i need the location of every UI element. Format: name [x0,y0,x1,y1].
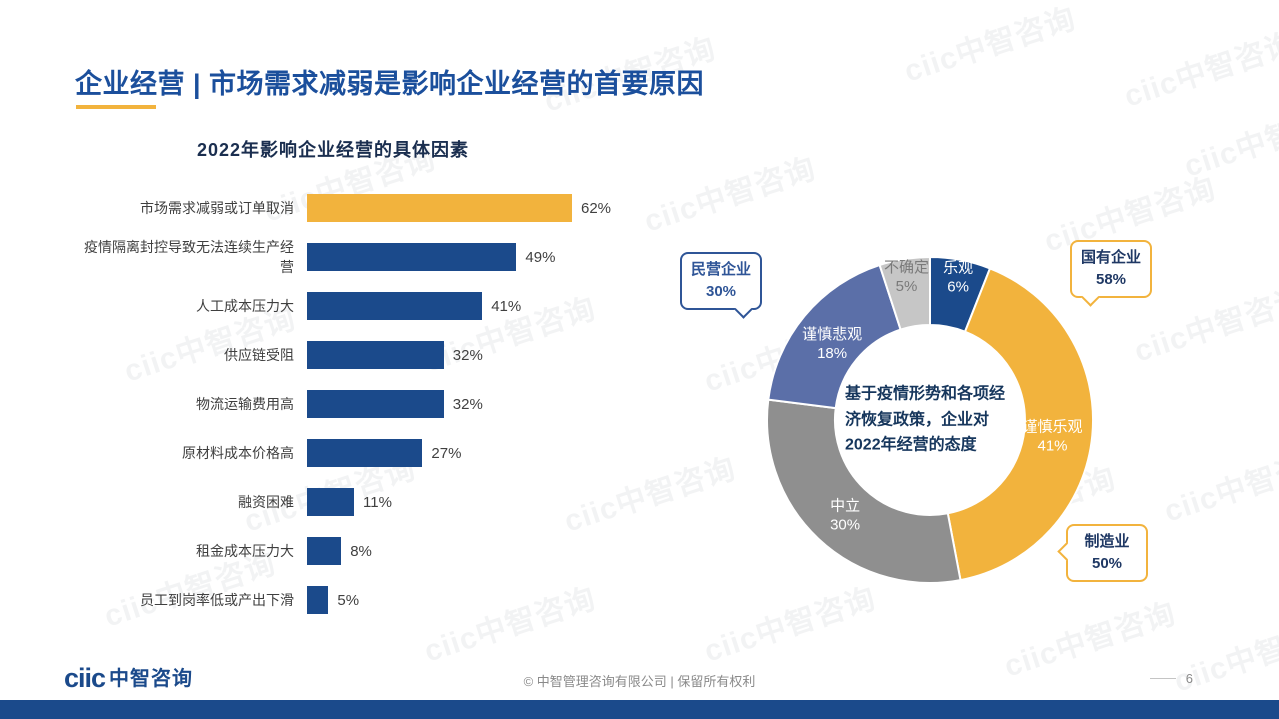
bar-row: 租金成本压力大 8% [75,537,665,565]
callout-value: 30% [705,282,737,300]
callout-value: 58% [1095,270,1127,288]
callout-value: 50% [1091,554,1123,572]
bar-value-label: 5% [337,591,360,609]
bar [307,292,483,320]
footer-divider [1149,678,1176,679]
bar-row: 疫情隔离封控导致无法连续生产经营 49% [75,239,665,275]
donut-center-circle [836,326,1024,514]
logo-mark: ciic [64,663,106,693]
watermark-text: ciic中智咨询 [1120,27,1279,114]
donut-slice-label-3: 谨慎悲观 18% [802,325,862,362]
donut-slice-label-2: 中立 30% [830,497,860,533]
bar-value-label: 49% [525,248,556,266]
bar [307,586,329,614]
bar-value-label: 62% [581,199,612,217]
callout-label: 民营企业 [691,261,752,278]
bar [307,243,517,271]
bar-category-label: 供应链受阻 [224,347,294,363]
slide-title: 企业经营 | 市场需求减弱是影响企业经营的首要原因 [75,69,705,99]
callout-tail [734,300,753,319]
bar-category-label: 原材料成本价格高 [182,445,294,461]
bar-row: 物流运输费用高 32% [75,390,665,418]
callout-private-enterprise: 民营企业 30% [680,252,763,319]
bar-chart-title: 2022年影响企业经营的具体因素 [197,140,470,160]
donut-slice-label-1: 谨慎乐观 41% [1022,418,1082,455]
bar-value-label: 27% [431,444,462,462]
copyright: © 中智管理咨询有限公司 | 保留所有权利 [523,674,756,689]
donut-slice-1 [946,267,1094,582]
bar-value-label: 11% [363,493,392,511]
bar-row: 市场需求减弱或订单取消 62% [75,194,665,222]
watermark-text: ciic中智咨询 [1160,442,1279,529]
watermark-text: ciic中智咨询 [1180,97,1279,184]
ciic-logo: ciic 中智咨询 [64,662,193,694]
bar-chart-rows: 市场需求减弱或订单取消 62% 疫情隔离封控导致无法连续生产经营 49% 人工成本压力大… [75,194,665,614]
bar-row: 原材料成本价格高 27% [75,439,665,467]
bar-value-label: 32% [452,395,483,413]
donut-center-text: 基于疫情形势和各项经济恢复政策，企业对2022年经营的态度 [845,385,1006,454]
bar-value-label: 41% [491,297,522,315]
bar-category-label: 租金成本压力大 [196,543,294,559]
bar-row: 融资困难 11% [75,488,665,516]
bar [307,537,342,565]
donut-chart: 乐观 6% 谨慎乐观 41% 中立 30% 谨慎悲观 18% 不确定 5% 基于疫情形势和各项经济… [755,245,1105,595]
donut-svg: 乐观 6% 谨慎乐观 41% 中立 30% 谨慎悲观 18% 不确定 5% [766,255,1094,584]
bar [307,488,354,516]
bar-category-label: 市场需求减弱或订单取消 [140,200,294,216]
logo-text: 中智咨询 [109,668,194,690]
bottom-bar [0,700,1279,719]
bar-row: 员工到岗率低或产出下滑 5% [75,586,665,614]
bar-category-label: 融资困难 [238,494,294,510]
bar-category-label: 疫情隔离封控导致无法连续生产经营 [84,239,294,275]
callout-label: 制造业 [1084,533,1130,550]
watermark-text: ciic中智咨询 [900,2,1080,89]
title-underline [76,105,156,109]
bar [307,439,423,467]
page-number-area: 6 [1149,671,1193,686]
bar-category-label: 人工成本压力大 [196,298,294,314]
bar-category-label: 物流运输费用高 [196,396,294,412]
bar [307,194,572,222]
bar [307,341,444,369]
bar-category-label: 员工到岗率低或产出下滑 [140,592,294,608]
bar-value-label: 32% [452,346,483,364]
donut-slice-label-4: 不确定 5% [884,259,929,295]
bar [307,390,444,418]
bar-value-label: 8% [350,542,372,560]
bar-row: 供应链受阻 32% [75,341,665,369]
callout-manufacturing: 制造业 50% [1056,524,1148,582]
bar-chart: 2022年影响企业经营的具体因素 市场需求减弱或订单取消 62% 疫情隔离封控导致无… [75,136,665,635]
bar-row: 人工成本压力大 41% [75,292,665,320]
page-number: 6 [1185,671,1193,686]
donut-slice-4 [878,255,931,331]
donut-slice-2 [766,398,962,584]
donut-slice-label-0: 乐观 6% [943,260,973,296]
callout-state-owned-enterprise: 国有企业 58% [1070,240,1153,307]
callout-label: 国有企业 [1081,249,1142,266]
